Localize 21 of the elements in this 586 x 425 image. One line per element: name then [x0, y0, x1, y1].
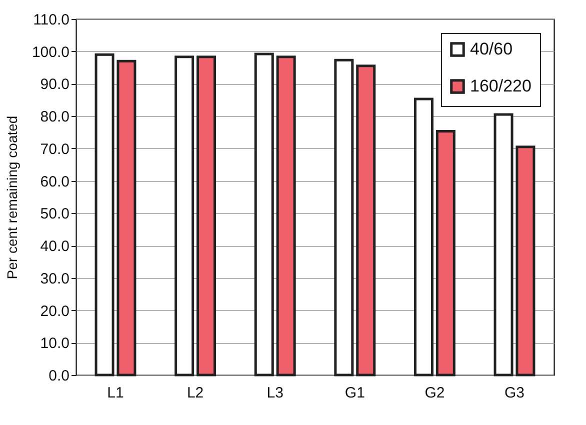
- y-tick-label: 110.0: [33, 12, 70, 28]
- y-tick-label: 90.0: [40, 76, 70, 94]
- y-tick-label: 100.0: [32, 44, 70, 61]
- legend-label: 40/60: [470, 40, 513, 58]
- x-tick-label: G1: [344, 384, 365, 402]
- y-tick-label: 10.0: [40, 335, 70, 352]
- x-tick-label: G2: [424, 384, 445, 402]
- x-tick-label: G3: [504, 384, 525, 402]
- x-tick-label: L3: [266, 384, 284, 402]
- y-tick-label: 80.0: [40, 108, 70, 126]
- y-tick-label: 40.0: [40, 238, 70, 256]
- legend-label: 160/220: [470, 76, 532, 96]
- y-tick-label: 20.0: [40, 302, 70, 320]
- y-tick-label: 30.0: [40, 270, 70, 288]
- y-tick-label: 60.0: [40, 173, 70, 190]
- y-axis-title: Per cent remaining coated: [4, 116, 20, 280]
- y-tick-label: 70.0: [40, 140, 70, 158]
- x-tick-label: L2: [186, 384, 204, 402]
- x-tick-label: L1: [107, 384, 124, 402]
- y-tick-label: 50.0: [40, 206, 70, 223]
- y-tick-label: 0.0: [48, 368, 70, 384]
